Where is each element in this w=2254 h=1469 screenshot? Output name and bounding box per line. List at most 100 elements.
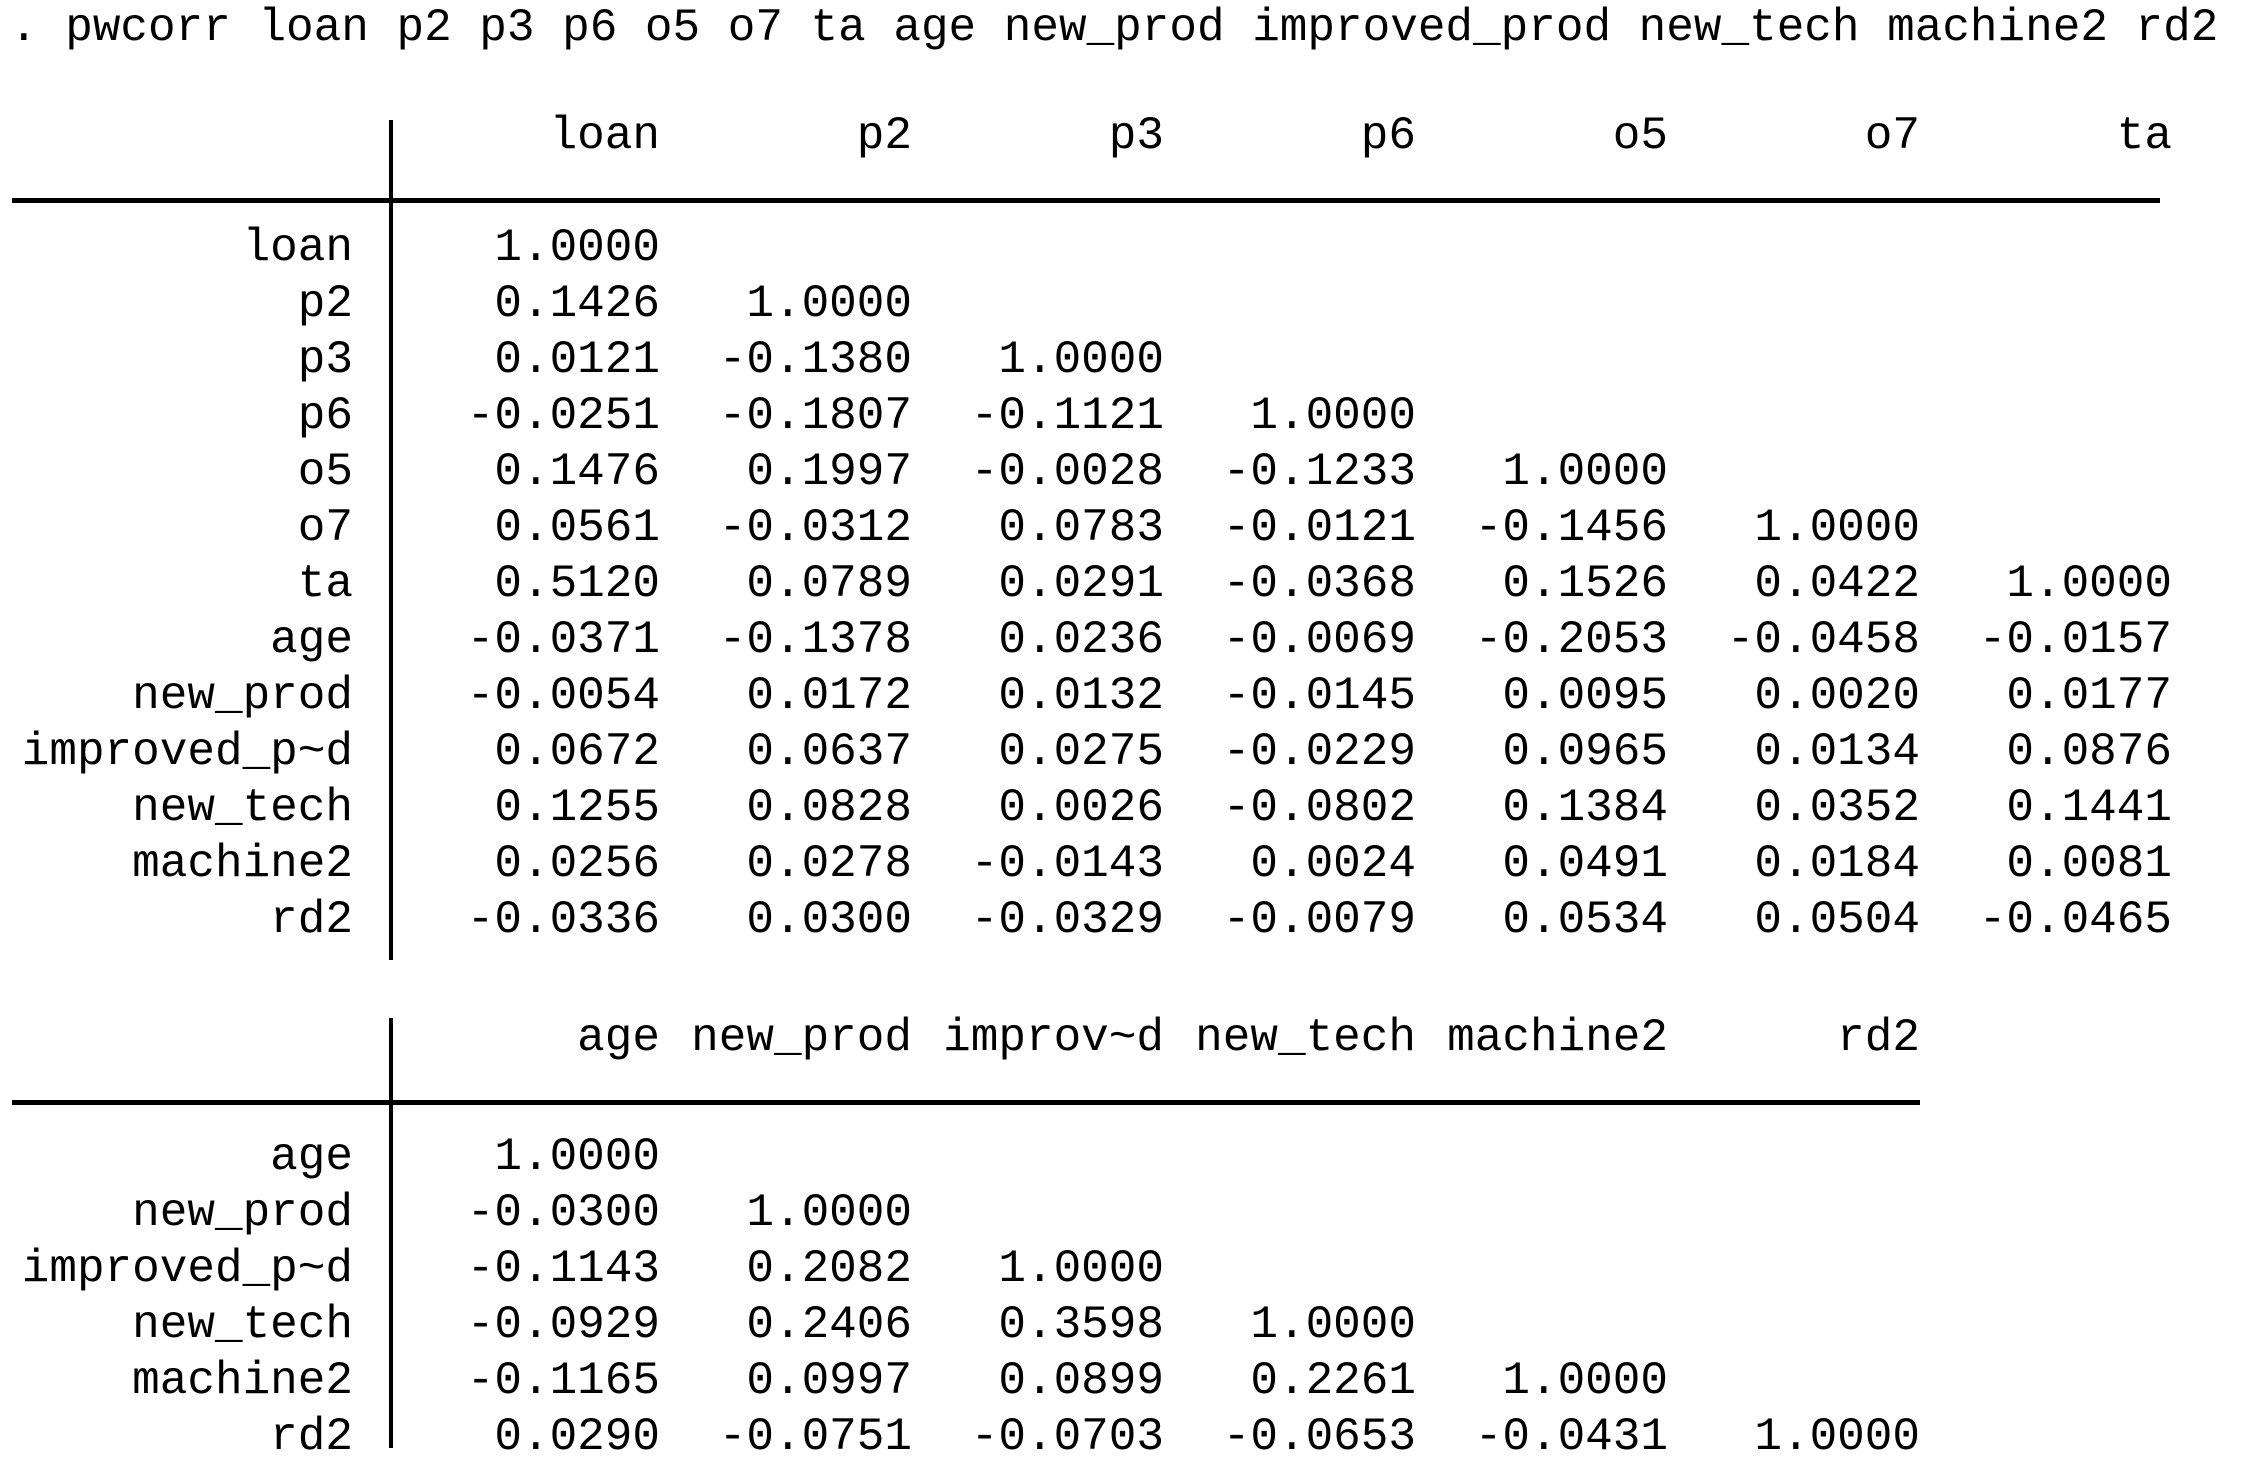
correlation-value: 0.0561 bbox=[494, 502, 660, 554]
correlation-value: 1.0000 bbox=[2006, 558, 2172, 610]
correlation-value: -0.1380 bbox=[718, 334, 912, 386]
correlation-value: 0.2082 bbox=[746, 1243, 912, 1295]
correlation-value: 0.0134 bbox=[1754, 726, 1920, 778]
column-header: p2 bbox=[856, 110, 912, 162]
row-values: 0.0561 -0.0312 0.0783 -0.0121 -0.1456 1.0000 bbox=[408, 500, 1920, 556]
correlation-value: 0.0172 bbox=[746, 670, 912, 722]
correlation-value: 0.1526 bbox=[1502, 558, 1668, 610]
correlation-value: 1.0000 bbox=[746, 1187, 912, 1239]
table-row: new_tech 0.1255 0.0828 0.0026 -0.0802 0.1384 0… bbox=[0, 780, 2254, 836]
correlation-value: -0.1143 bbox=[466, 1243, 660, 1295]
correlation-value: -0.0371 bbox=[466, 614, 660, 666]
correlation-value: 1.0000 bbox=[1250, 390, 1416, 442]
table-row: age -0.0371 -0.1378 0.0236 -0.0069 -0.2053 -0.… bbox=[0, 612, 2254, 668]
column-header: new_tech bbox=[1195, 1012, 1416, 1064]
correlation-value: -0.0802 bbox=[1222, 782, 1416, 834]
correlation-value: -0.0079 bbox=[1222, 894, 1416, 946]
column-header: improv~d bbox=[943, 1012, 1164, 1064]
table-body: age 1.0000 new_prod -0.0300 1.0000 improved_p… bbox=[0, 1129, 2254, 1465]
row-label: o5 bbox=[297, 446, 353, 498]
correlation-value: 0.0783 bbox=[998, 502, 1164, 554]
correlation-value: 1.0000 bbox=[1754, 502, 1920, 554]
row-label: p3 bbox=[297, 334, 353, 386]
row-values: 0.0290 -0.0751 -0.0703 -0.0653 -0.0431 1.0000 bbox=[408, 1409, 1920, 1465]
correlation-value: -0.0157 bbox=[1978, 614, 2172, 666]
correlation-value: 0.0965 bbox=[1502, 726, 1668, 778]
correlation-value: -0.0929 bbox=[466, 1299, 660, 1351]
row-values: -0.0336 0.0300 -0.0329 -0.0079 0.0534 0.0504 -… bbox=[408, 892, 2172, 948]
correlation-value: -0.1456 bbox=[1474, 502, 1668, 554]
correlation-value: -0.0300 bbox=[466, 1187, 660, 1239]
correlation-value: 0.0095 bbox=[1502, 670, 1668, 722]
row-values: 0.0256 0.0278 -0.0143 0.0024 0.0491 0.0184 0.0… bbox=[408, 836, 2172, 892]
row-values: -0.0300 1.0000 bbox=[408, 1185, 912, 1241]
command-line: . pwcorr loan p2 p3 p6 o5 o7 ta age new_… bbox=[10, 2, 2219, 54]
row-values: 0.1255 0.0828 0.0026 -0.0802 0.1384 0.0352 0.1… bbox=[408, 780, 2172, 836]
correlation-value: -0.2053 bbox=[1474, 614, 1668, 666]
correlation-value: -0.0653 bbox=[1222, 1411, 1416, 1463]
correlation-value: 0.1997 bbox=[746, 446, 912, 498]
table-row: loan 1.0000 bbox=[0, 220, 2254, 276]
table-row: rd2 0.0290 -0.0751 -0.0703 -0.0653 -0.0431 1.0… bbox=[0, 1409, 2254, 1465]
row-values: 0.1426 1.0000 bbox=[408, 276, 912, 332]
column-header: o7 bbox=[1864, 110, 1920, 162]
header-row-label-spacer bbox=[0, 108, 353, 164]
correlation-value: -0.0229 bbox=[1222, 726, 1416, 778]
table-row: o7 0.0561 -0.0312 0.0783 -0.0121 -0.1456 1.000… bbox=[0, 500, 2254, 556]
correlation-value: -0.0431 bbox=[1474, 1411, 1668, 1463]
column-header: new_prod bbox=[691, 1012, 912, 1064]
table-row: machine2 -0.1165 0.0997 0.0899 0.2261 1.0000 bbox=[0, 1353, 2254, 1409]
correlation-value: -0.0465 bbox=[1978, 894, 2172, 946]
correlation-value: -0.0368 bbox=[1222, 558, 1416, 610]
correlation-value: 0.1255 bbox=[494, 782, 660, 834]
row-label: new_tech bbox=[132, 1299, 353, 1351]
row-label: ta bbox=[297, 558, 353, 610]
correlation-value: 0.0081 bbox=[2006, 838, 2172, 890]
correlation-value: 0.0422 bbox=[1754, 558, 1920, 610]
header-row-label-spacer bbox=[0, 1010, 353, 1066]
row-label: p2 bbox=[297, 278, 353, 330]
correlation-value: 0.0300 bbox=[746, 894, 912, 946]
row-label: p6 bbox=[297, 390, 353, 442]
correlation-value: -0.1378 bbox=[718, 614, 912, 666]
table-horizontal-rule bbox=[12, 1100, 1920, 1105]
correlation-value: 0.0278 bbox=[746, 838, 912, 890]
table-row: ta 0.5120 0.0789 0.0291 -0.0368 0.1526 0.0422 1… bbox=[0, 556, 2254, 612]
correlation-value: 0.0026 bbox=[998, 782, 1164, 834]
table-row: rd2 -0.0336 0.0300 -0.0329 -0.0079 0.0534 0.05… bbox=[0, 892, 2254, 948]
row-values: -0.1143 0.2082 1.0000 bbox=[408, 1241, 1164, 1297]
correlation-value: -0.0251 bbox=[466, 390, 660, 442]
column-headers: loan p2 p3 p6 o5 o7 ta bbox=[408, 108, 2172, 164]
correlation-value: 1.0000 bbox=[1502, 446, 1668, 498]
correlation-value: -0.1165 bbox=[466, 1355, 660, 1407]
row-label: new_prod bbox=[132, 1187, 353, 1239]
row-label: rd2 bbox=[270, 894, 353, 946]
correlation-value: 0.5120 bbox=[494, 558, 660, 610]
correlation-value: -0.0069 bbox=[1222, 614, 1416, 666]
correlation-value: 0.0256 bbox=[494, 838, 660, 890]
correlation-value: 1.0000 bbox=[1502, 1355, 1668, 1407]
row-label: machine2 bbox=[132, 1355, 353, 1407]
correlation-value: -0.1233 bbox=[1222, 446, 1416, 498]
correlation-table-upper: loan p2 p3 p6 o5 o7 ta loan 1.0000 p2 0.1426 1.000… bbox=[0, 108, 2254, 960]
correlation-value: -0.0336 bbox=[466, 894, 660, 946]
table-body: loan 1.0000 p2 0.1426 1.0000 p3 0.0121 -0.1380 1… bbox=[0, 220, 2254, 948]
table-row: improved_p~d -0.1143 0.2082 1.0000 bbox=[0, 1241, 2254, 1297]
row-values: -0.0929 0.2406 0.3598 1.0000 bbox=[408, 1297, 1416, 1353]
correlation-value: 0.0504 bbox=[1754, 894, 1920, 946]
correlation-value: -0.0458 bbox=[1726, 614, 1920, 666]
table-row: machine2 0.0256 0.0278 -0.0143 0.0024 0.0491 0… bbox=[0, 836, 2254, 892]
table-row: new_tech -0.0929 0.2406 0.3598 1.0000 bbox=[0, 1297, 2254, 1353]
row-label: o7 bbox=[297, 502, 353, 554]
row-label: loan bbox=[242, 222, 353, 274]
correlation-value: 0.0997 bbox=[746, 1355, 912, 1407]
column-header: ta bbox=[2116, 110, 2172, 162]
correlation-value: 1.0000 bbox=[998, 1243, 1164, 1295]
correlation-value: -0.0329 bbox=[970, 894, 1164, 946]
correlation-value: 0.0637 bbox=[746, 726, 912, 778]
correlation-value: 0.1476 bbox=[494, 446, 660, 498]
column-header: loan bbox=[549, 110, 660, 162]
row-values: 1.0000 bbox=[408, 1129, 660, 1185]
correlation-value: -0.0312 bbox=[718, 502, 912, 554]
correlation-value: -0.0751 bbox=[718, 1411, 912, 1463]
